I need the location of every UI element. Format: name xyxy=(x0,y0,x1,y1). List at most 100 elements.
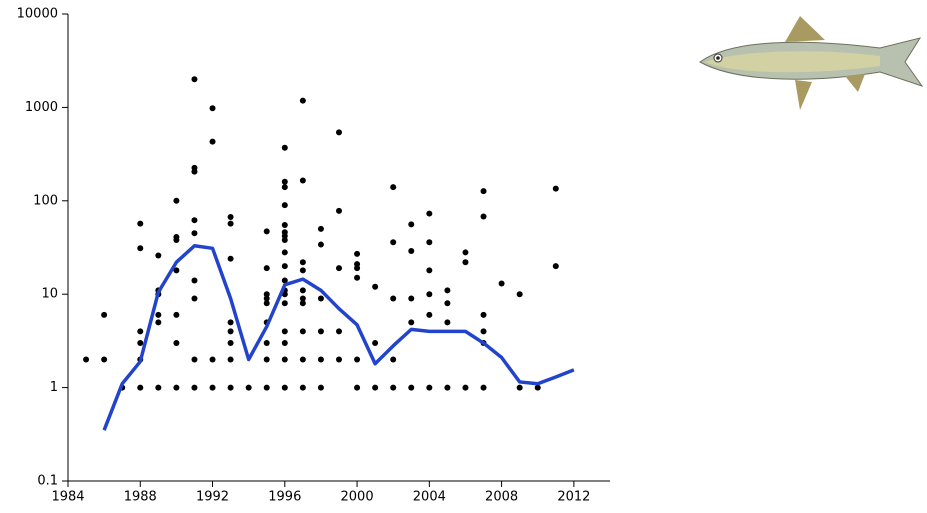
data-point xyxy=(299,356,306,363)
data-point xyxy=(299,328,306,335)
data-point xyxy=(336,129,342,136)
data-point xyxy=(209,384,216,391)
data-point xyxy=(191,164,198,171)
data-point xyxy=(552,263,559,270)
data-point xyxy=(281,300,288,307)
data-point xyxy=(462,384,469,391)
data-point xyxy=(227,384,234,391)
data-point xyxy=(299,384,306,391)
data-point xyxy=(444,319,451,326)
data-point xyxy=(426,291,433,298)
data-point xyxy=(173,340,180,347)
data-point xyxy=(354,261,361,268)
data-point xyxy=(155,252,162,259)
data-point xyxy=(137,340,144,347)
data-point xyxy=(336,265,342,272)
data-point xyxy=(227,356,234,363)
data-point xyxy=(480,188,487,195)
y-tick-label: 100 xyxy=(33,193,58,208)
data-point xyxy=(245,384,252,391)
data-point xyxy=(281,178,288,185)
data-point xyxy=(227,255,234,262)
data-point xyxy=(372,384,379,391)
data-point xyxy=(191,76,198,83)
data-point xyxy=(516,384,523,391)
data-point xyxy=(317,328,324,335)
data-point xyxy=(281,340,288,347)
data-point xyxy=(227,214,234,221)
data-point xyxy=(480,328,487,335)
data-point xyxy=(299,97,306,104)
y-tick-label: 1000 xyxy=(25,100,58,115)
data-point xyxy=(281,328,288,335)
data-point xyxy=(263,265,270,272)
data-point xyxy=(209,105,216,112)
data-point xyxy=(336,356,342,363)
data-point xyxy=(155,384,162,391)
data-point xyxy=(480,311,487,318)
data-point xyxy=(173,311,180,318)
data-point xyxy=(317,356,324,363)
data-point xyxy=(444,287,451,294)
data-point xyxy=(426,239,433,246)
data-point xyxy=(101,311,108,318)
data-point xyxy=(408,384,415,391)
data-point xyxy=(281,144,288,151)
data-point xyxy=(281,263,288,270)
data-point xyxy=(516,291,523,298)
data-point xyxy=(552,185,559,192)
data-point xyxy=(317,225,324,232)
data-point xyxy=(155,311,162,318)
data-point xyxy=(317,295,324,302)
data-point xyxy=(462,249,469,256)
data-point xyxy=(209,138,216,145)
data-point xyxy=(299,287,306,294)
data-point xyxy=(390,295,397,302)
y-tick-label: 0.1 xyxy=(37,474,58,489)
data-point xyxy=(173,197,180,204)
data-point xyxy=(372,340,379,347)
data-point xyxy=(354,356,361,363)
data-point xyxy=(191,277,198,284)
data-point xyxy=(317,384,324,391)
data-point xyxy=(281,384,288,391)
data-point xyxy=(83,356,90,363)
data-point xyxy=(281,202,288,209)
data-point xyxy=(444,300,451,307)
data-point xyxy=(299,267,306,274)
fish-illustration xyxy=(699,16,924,110)
data-point xyxy=(354,250,361,257)
data-point xyxy=(263,291,270,298)
x-tick-label: 2000 xyxy=(341,490,374,505)
data-point xyxy=(281,356,288,363)
data-point xyxy=(191,356,198,363)
data-point xyxy=(227,340,234,347)
data-point xyxy=(408,221,415,228)
data-point xyxy=(263,228,270,235)
data-point xyxy=(299,259,306,266)
data-point xyxy=(281,249,288,256)
data-point xyxy=(317,241,324,248)
data-point xyxy=(408,295,415,302)
data-point xyxy=(408,319,415,326)
data-point xyxy=(263,384,270,391)
data-point xyxy=(191,384,198,391)
data-point xyxy=(173,233,180,240)
data-point xyxy=(426,210,433,217)
data-point xyxy=(263,356,270,363)
data-point xyxy=(372,283,379,290)
data-point xyxy=(173,384,180,391)
data-point xyxy=(281,222,288,229)
data-point xyxy=(534,384,541,391)
data-point xyxy=(137,220,144,227)
data-point xyxy=(191,230,198,237)
y-tick-label: 10 xyxy=(41,287,58,302)
x-tick-label: 1992 xyxy=(196,490,229,505)
data-point xyxy=(426,267,433,274)
data-point xyxy=(462,259,469,266)
data-point xyxy=(263,300,270,307)
data-point xyxy=(444,384,451,391)
data-point xyxy=(209,356,216,363)
data-point xyxy=(281,277,288,284)
